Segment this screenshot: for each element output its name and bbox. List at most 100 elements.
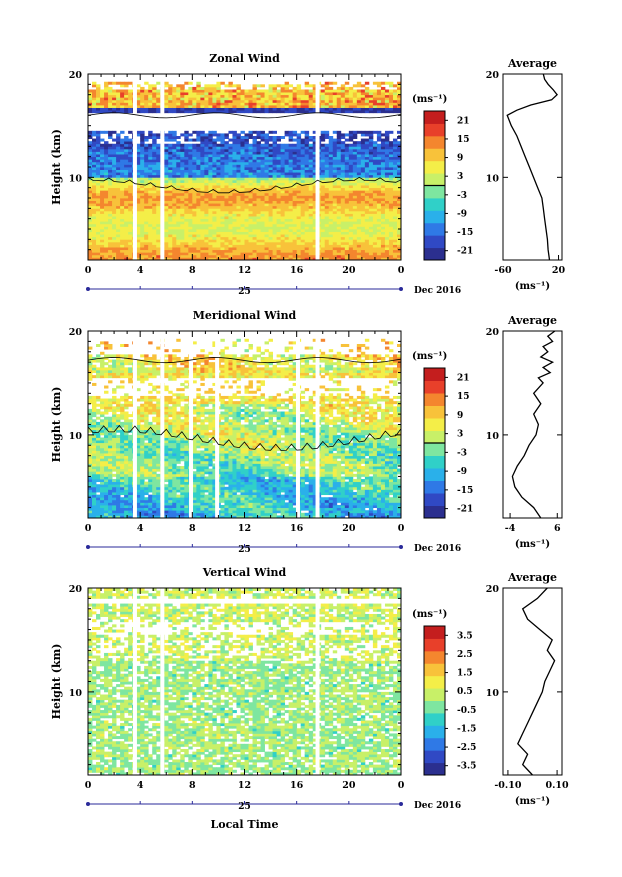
- heatmap-cell: [200, 198, 204, 201]
- heatmap-cell: [120, 90, 124, 93]
- heatmap-cell: [245, 203, 249, 206]
- heatmap-cell: [140, 203, 144, 206]
- heatmap-cell: [240, 164, 244, 167]
- heatmap-cell: [329, 203, 333, 206]
- heatmap-cell: [385, 206, 389, 209]
- heatmap-cell: [112, 226, 116, 229]
- heatmap-cell: [200, 206, 204, 209]
- heatmap-cell: [361, 110, 365, 113]
- heatmap-cell: [333, 211, 337, 214]
- heatmap-cell: [88, 489, 92, 492]
- heatmap-cell: [333, 255, 337, 258]
- heatmap-cell: [373, 195, 377, 198]
- heatmap-cell: [236, 245, 240, 248]
- heatmap-cell: [389, 146, 393, 149]
- heatmap-cell: [200, 175, 204, 178]
- heatmap-cell: [164, 208, 168, 211]
- heatmap-cell: [164, 92, 168, 95]
- heatmap-cell: [232, 157, 236, 160]
- heatmap-cell: [365, 164, 369, 167]
- heatmap-cell: [180, 229, 184, 232]
- heatmap-cell: [265, 172, 269, 175]
- heatmap-cell: [184, 183, 188, 186]
- heatmap-cell: [172, 183, 176, 186]
- heatmap-cell: [144, 170, 148, 173]
- heatmap-cell: [389, 221, 393, 224]
- heatmap-cell: [200, 87, 204, 90]
- heatmap-cell: [281, 175, 285, 178]
- heatmap-cell: [253, 252, 257, 255]
- heatmap-cell: [212, 170, 216, 173]
- heatmap-cell: [249, 239, 253, 242]
- heatmap-cell: [208, 164, 212, 167]
- heatmap-cell: [180, 208, 184, 211]
- heatmap-cell: [245, 172, 249, 175]
- heatmap-cell: [232, 100, 236, 103]
- heatmap-cell: [329, 206, 333, 209]
- heatmap-cell: [88, 255, 92, 258]
- heatmap-cell: [144, 139, 148, 142]
- heatmap-cell: [216, 159, 220, 162]
- heatmap-cell: [261, 154, 265, 157]
- heatmap-cell: [273, 87, 277, 90]
- heatmap-cell: [377, 133, 381, 136]
- heatmap-cell: [212, 172, 216, 175]
- heatmap-cell: [281, 198, 285, 201]
- heatmap-cell: [240, 237, 244, 240]
- heatmap-cell: [301, 92, 305, 95]
- heatmap-cell: [357, 250, 361, 253]
- heatmap-cell: [257, 146, 261, 149]
- heatmap-cell: [389, 255, 393, 258]
- heatmap-cell: [228, 185, 232, 188]
- heatmap-cell: [156, 206, 160, 209]
- heatmap-cell: [325, 170, 329, 173]
- heatmap-cell: [232, 162, 236, 165]
- heatmap-cell: [144, 90, 148, 93]
- heatmap-cell: [297, 159, 301, 162]
- heatmap-cell: [325, 203, 329, 206]
- heatmap-cell: [156, 108, 160, 111]
- heatmap-cell: [325, 245, 329, 248]
- heatmap-cell: [88, 159, 92, 162]
- heatmap-cell: [353, 185, 357, 188]
- heatmap-cell: [184, 221, 188, 224]
- heatmap-cell: [353, 159, 357, 162]
- heatmap-cell: [333, 82, 337, 85]
- heatmap-cell: [253, 149, 257, 152]
- heatmap-cell: [325, 214, 329, 217]
- heatmap-cell: [228, 84, 232, 87]
- heatmap-cell: [337, 252, 341, 255]
- heatmap-cell: [212, 255, 216, 258]
- heatmap-cell: [128, 245, 132, 248]
- heatmap-cell: [389, 211, 393, 214]
- heatmap-cell: [180, 255, 184, 258]
- heatmap-cell: [144, 97, 148, 100]
- heatmap-cell: [353, 172, 357, 175]
- heatmap-cell: [305, 154, 309, 157]
- heatmap-cell: [92, 375, 96, 378]
- heatmap-cell: [349, 242, 353, 245]
- heatmap-cell: [249, 252, 253, 255]
- heatmap-cell: [240, 105, 244, 108]
- heatmap-cell: [116, 190, 120, 193]
- heatmap-cell: [196, 157, 200, 160]
- heatmap-cell: [116, 216, 120, 219]
- heatmap-cell: [385, 203, 389, 206]
- heatmap-cell: [345, 242, 349, 245]
- heatmap-cell: [393, 239, 397, 242]
- heatmap-cell: [164, 239, 168, 242]
- heatmap-cell: [289, 247, 293, 250]
- heatmap-cell: [188, 229, 192, 232]
- heatmap-cell: [345, 175, 349, 178]
- heatmap-cell: [164, 242, 168, 245]
- heatmap-cell: [124, 208, 128, 211]
- heatmap-cell: [341, 245, 345, 248]
- heatmap-cell: [293, 219, 297, 222]
- heatmap-cell: [333, 185, 337, 188]
- heatmap-cell: [377, 245, 381, 248]
- heatmap-cell: [377, 180, 381, 183]
- heatmap-cell: [144, 152, 148, 155]
- heatmap-cell: [377, 131, 381, 134]
- heatmap-cell: [144, 229, 148, 232]
- heatmap-cell: [140, 221, 144, 224]
